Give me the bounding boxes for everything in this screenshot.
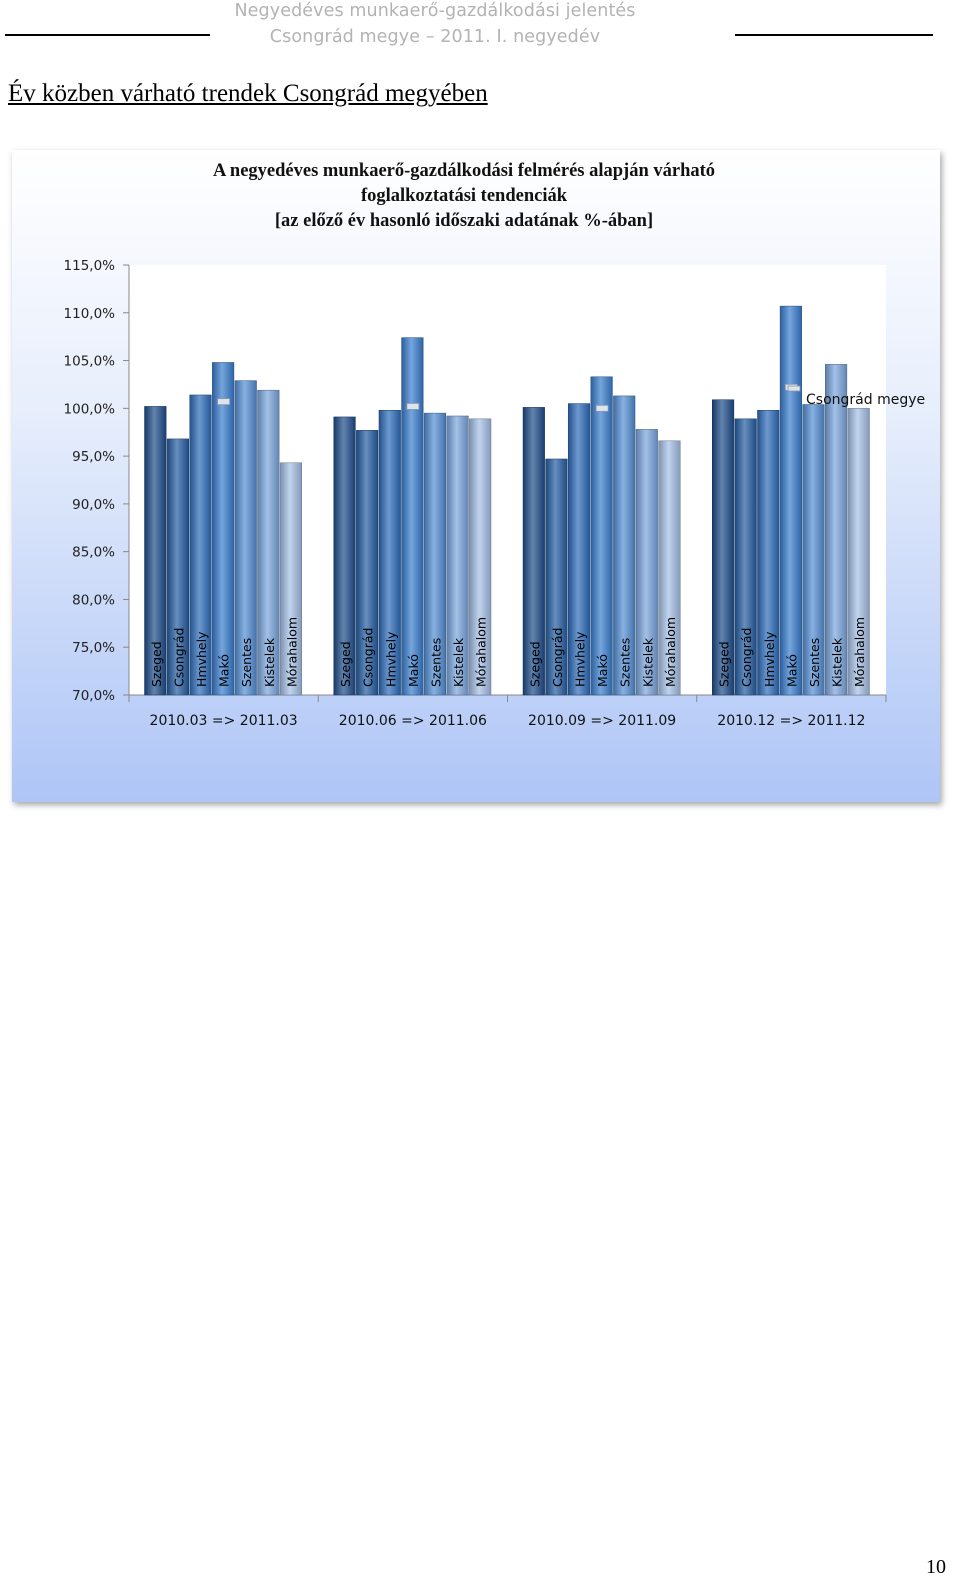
bar-label: Szeged bbox=[527, 641, 542, 687]
bar-makó bbox=[401, 337, 424, 696]
y-tick-label: 90,0% bbox=[72, 497, 115, 513]
bar-label: Kistelek bbox=[451, 637, 466, 687]
y-tick-label: 80,0% bbox=[72, 592, 115, 608]
bar-kistelek bbox=[825, 364, 848, 696]
bar-label: Mórahalom bbox=[852, 617, 867, 687]
category-label: 2010.12 => 2011.12 bbox=[717, 713, 865, 729]
marker-csongrad-megye bbox=[217, 398, 231, 406]
bar-szentes bbox=[613, 395, 636, 696]
bar-szentes bbox=[234, 380, 257, 696]
y-tick-label: 105,0% bbox=[64, 354, 116, 370]
bar-hmvhely bbox=[378, 409, 401, 696]
bar-hmvhely bbox=[567, 403, 591, 696]
header-line-2: Csongrád megye – 2011. I. negyedév bbox=[269, 27, 601, 47]
bar-label: Kistelek bbox=[830, 637, 845, 687]
y-tick-label: 100,0% bbox=[64, 401, 116, 417]
bar-label: Szentes bbox=[428, 638, 443, 687]
bar-szentes bbox=[423, 412, 447, 696]
y-tick-label: 75,0% bbox=[72, 640, 115, 656]
bar-csongrád bbox=[734, 418, 757, 696]
chart-title-line: [az előző év hasonló időszaki adatának %… bbox=[275, 211, 653, 231]
marker-csongrad-megye bbox=[406, 403, 420, 410]
bar-label: Szentes bbox=[618, 638, 633, 687]
bar-szeged bbox=[522, 407, 545, 696]
bar-makó bbox=[779, 305, 802, 696]
bar-kistelek bbox=[446, 415, 469, 696]
bar-makó bbox=[212, 362, 235, 696]
bar-mórahalom bbox=[279, 462, 302, 696]
bar-kistelek bbox=[635, 429, 658, 696]
bar-szeged bbox=[144, 406, 167, 696]
bar-mórahalom bbox=[658, 440, 681, 696]
bar-szentes bbox=[802, 404, 825, 696]
legend-marker bbox=[787, 385, 801, 392]
category-label: 2010.06 => 2011.06 bbox=[339, 713, 487, 729]
page-number: 10 bbox=[926, 1556, 946, 1578]
bar-label: Makó bbox=[784, 654, 799, 687]
bar-label: Makó bbox=[217, 654, 232, 687]
section-title: Év közben várható trendek Csongrád megyé… bbox=[8, 80, 488, 107]
bar-label: Makó bbox=[595, 654, 610, 687]
bar-label: Csongrád bbox=[361, 628, 376, 687]
bar-label: Mórahalom bbox=[663, 617, 678, 687]
bar-label: Hmvhely bbox=[194, 631, 209, 687]
bar-label: Szeged bbox=[149, 641, 164, 687]
y-tick-label: 110,0% bbox=[64, 306, 116, 322]
category-label: 2010.09 => 2011.09 bbox=[528, 713, 676, 729]
bar-label: Mórahalom bbox=[474, 617, 489, 687]
header-rule-left bbox=[5, 34, 210, 36]
bar-csongrád bbox=[166, 438, 189, 696]
bar-label: Szentes bbox=[239, 638, 254, 687]
bar-label: Szeged bbox=[338, 641, 353, 687]
chart-title-line: A negyedéves munkaerő-gazdálkodási felmé… bbox=[213, 161, 715, 181]
bar-csongrád bbox=[545, 458, 568, 696]
bar-label: Csongrád bbox=[171, 628, 186, 687]
y-tick-label: 85,0% bbox=[72, 545, 115, 561]
y-tick-label: 70,0% bbox=[72, 688, 115, 704]
header-line-1: Negyedéves munkaerő-gazdálkodási jelenté… bbox=[234, 1, 636, 21]
bar-csongrád bbox=[356, 430, 379, 696]
bar-label: Mórahalom bbox=[284, 617, 299, 687]
bar-mórahalom bbox=[469, 418, 492, 696]
legend-label: Csongrád megye bbox=[806, 392, 925, 408]
bar-label: Hmvhely bbox=[762, 631, 777, 687]
header-rule-right bbox=[735, 34, 933, 36]
bar-szeged bbox=[333, 416, 356, 696]
bar-label: Hmvhely bbox=[383, 631, 398, 687]
bar-label: Csongrád bbox=[739, 628, 754, 687]
bar-kistelek bbox=[257, 389, 280, 696]
bar-szeged bbox=[712, 399, 735, 696]
y-tick-label: 115,0% bbox=[64, 258, 116, 274]
category-label: 2010.03 => 2011.03 bbox=[150, 713, 298, 729]
bar-label: Szeged bbox=[717, 641, 732, 687]
chart-panel: A negyedéves munkaerő-gazdálkodási felmé… bbox=[12, 150, 940, 802]
bar-chart: A negyedéves munkaerő-gazdálkodási felmé… bbox=[64, 161, 926, 729]
bar-mórahalom bbox=[847, 408, 870, 696]
bar-label: Kistelek bbox=[640, 637, 655, 687]
bar-label: Makó bbox=[406, 654, 421, 687]
y-tick-label: 95,0% bbox=[72, 449, 115, 465]
bar-label: Hmvhely bbox=[573, 631, 588, 687]
bar-label: Csongrád bbox=[550, 628, 565, 687]
chart-title-line: foglalkoztatási tendenciák bbox=[361, 186, 568, 206]
bar-makó bbox=[590, 376, 613, 696]
marker-csongrad-megye bbox=[595, 404, 609, 412]
bar-hmvhely bbox=[189, 394, 212, 696]
bar-label: Szentes bbox=[807, 638, 822, 687]
bar-label: Kistelek bbox=[262, 637, 277, 687]
bar-hmvhely bbox=[757, 409, 780, 696]
